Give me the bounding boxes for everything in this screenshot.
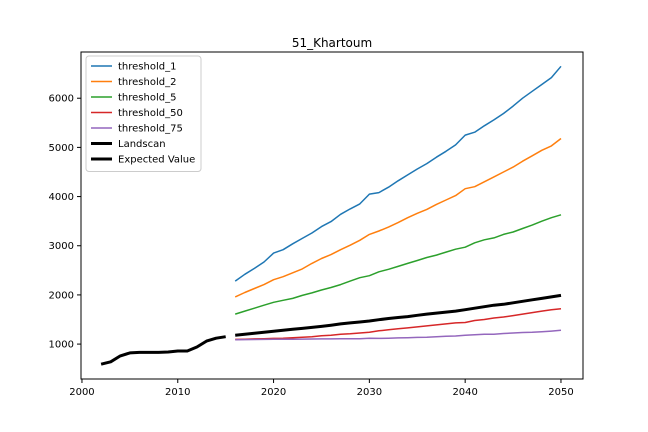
legend-label-landscan: Landscan <box>118 139 166 150</box>
series-line-expected-value <box>235 293 562 337</box>
y-tick-label: 2000 <box>49 290 74 301</box>
y-tick-label: 6000 <box>49 94 74 105</box>
y-tick-label: 5000 <box>49 143 74 154</box>
legend-label-threshold-1: threshold_1 <box>118 62 176 73</box>
series-line-threshold-5 <box>234 214 562 315</box>
x-tick-label: 2040 <box>452 387 477 398</box>
series-line-threshold-1 <box>234 65 562 282</box>
axes-layer: 2000 2010 2020 2030 2040 2050 1000 2000 3000 4000… <box>49 94 574 398</box>
legend-frame <box>85 55 202 172</box>
x-tick-label: 2050 <box>548 387 573 398</box>
chart-title: 51_Khartoum <box>292 36 372 50</box>
series-line-threshold-2 <box>234 137 562 298</box>
y-tick-label: 4000 <box>49 192 74 203</box>
series-layer <box>100 65 562 366</box>
x-tick-label: 2020 <box>261 387 286 398</box>
x-tick-label: 2030 <box>357 387 382 398</box>
legend-label-expected-value: Expected Value <box>118 155 195 166</box>
series-line-threshold-75 <box>235 329 562 341</box>
legend-label-threshold-50: threshold_50 <box>118 108 183 119</box>
legend-label-threshold-75: threshold_75 <box>118 124 183 135</box>
plot-frame <box>80 51 584 380</box>
y-tick-label: 3000 <box>49 241 74 252</box>
series-line-landscan <box>100 335 226 366</box>
y-tick-label: 1000 <box>49 340 74 351</box>
x-tick-label: 2000 <box>69 387 94 398</box>
legend-label-threshold-5: threshold_5 <box>118 93 176 104</box>
legend: threshold_1 threshold_2 threshold_5thresho… <box>85 55 202 172</box>
x-tick-label: 2010 <box>165 387 190 398</box>
series-line-threshold-50 <box>235 307 562 341</box>
legend-label-threshold-2: threshold_2 <box>118 77 176 88</box>
